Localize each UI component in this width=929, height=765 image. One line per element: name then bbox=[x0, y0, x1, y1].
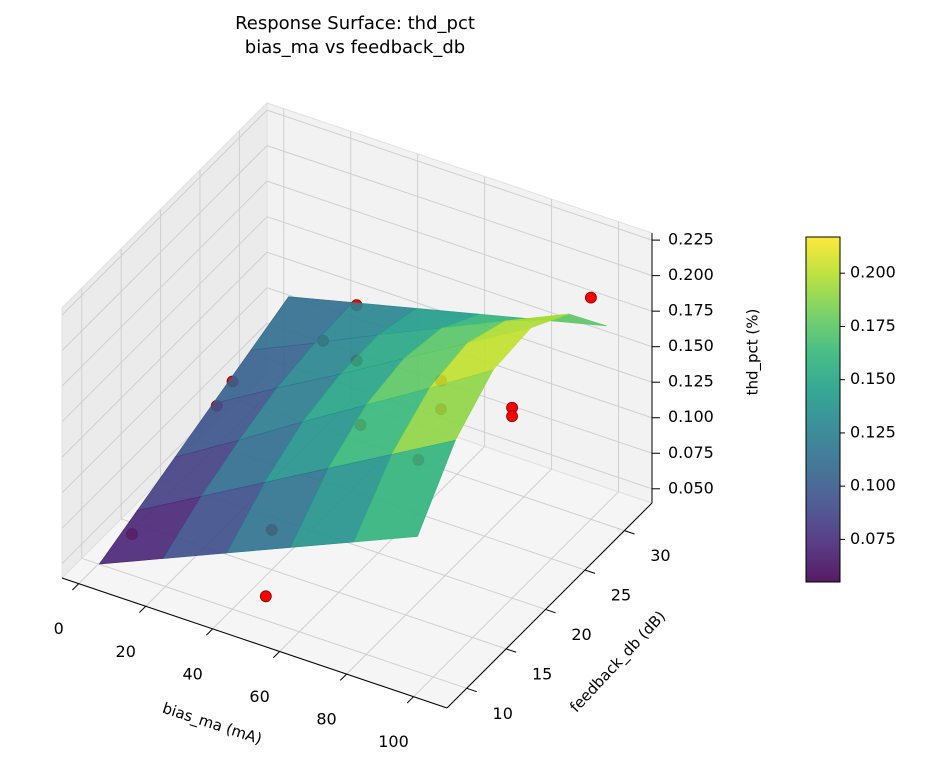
grid-line bbox=[266, 180, 653, 312]
y-tick-label: 20 bbox=[571, 625, 591, 644]
surface-patch bbox=[353, 439, 456, 543]
y-tick bbox=[466, 687, 477, 693]
grid-line bbox=[346, 468, 552, 675]
grid-line bbox=[61, 216, 268, 423]
grid-line bbox=[279, 446, 485, 652]
z-tick-label: 0.100 bbox=[668, 407, 714, 426]
y-tick-label: 10 bbox=[493, 704, 513, 723]
y-tick bbox=[624, 530, 635, 535]
colorbar-tick-label: 0.125 bbox=[850, 422, 896, 441]
grid-line bbox=[413, 491, 619, 698]
z-tick-label: 0.150 bbox=[668, 336, 714, 355]
grid-line bbox=[81, 557, 467, 689]
x-axis-label: bias_ma (mA) bbox=[160, 699, 264, 749]
y-tick-label: 30 bbox=[650, 546, 670, 565]
grid-line bbox=[266, 145, 653, 277]
colorbar-tick-label: 0.150 bbox=[850, 369, 896, 388]
colorbar-tick-label: 0.175 bbox=[850, 316, 896, 335]
z-axis-label: thd_pct (%) bbox=[744, 309, 763, 396]
x-tick-label: 100 bbox=[378, 732, 409, 751]
x-tick bbox=[406, 696, 414, 704]
grid-line bbox=[61, 251, 268, 458]
colorbar-tick-label: 0.075 bbox=[850, 529, 896, 548]
axes: 0 20 40 60 80 100 10 15 20 25 30 0.050 0.075 0.100 0.1… bbox=[54, 230, 714, 752]
z-tick-label: 0.175 bbox=[668, 301, 714, 320]
data-point bbox=[506, 410, 518, 423]
y-tick-label: 25 bbox=[611, 586, 631, 605]
x-tick-label: 20 bbox=[116, 642, 136, 661]
z-tick-label: 0.225 bbox=[668, 230, 714, 249]
axis-line bbox=[446, 502, 653, 709]
y-tick bbox=[505, 648, 517, 653]
grid-line bbox=[61, 145, 268, 351]
colorbar-scale bbox=[805, 236, 841, 583]
x-tick-label: 0 bbox=[54, 619, 64, 638]
z-tick-label: 0.050 bbox=[668, 478, 714, 497]
y-axis-label: feedback_db (dB) bbox=[566, 607, 670, 716]
data-point bbox=[585, 291, 597, 304]
y-tick bbox=[584, 569, 596, 574]
x-tick-label: 80 bbox=[316, 710, 336, 729]
surface bbox=[98, 296, 607, 565]
grid-line bbox=[61, 287, 268, 494]
x-tick bbox=[139, 605, 147, 613]
x-tick bbox=[339, 673, 347, 681]
z-tick-label: 0.125 bbox=[668, 372, 714, 391]
z-tick-label: 0.075 bbox=[668, 443, 714, 462]
x-tick bbox=[272, 651, 280, 659]
grid-line bbox=[266, 109, 653, 241]
axis-line bbox=[61, 577, 448, 709]
grid-line bbox=[61, 109, 268, 316]
y-tick-label: 15 bbox=[532, 664, 552, 683]
colorbar-tick-label: 0.200 bbox=[850, 263, 896, 282]
x-tick bbox=[205, 628, 214, 636]
data-point bbox=[259, 590, 272, 603]
chart-title: Response Surface: thd_pct bias_ma vs fee… bbox=[235, 13, 475, 58]
y-tick bbox=[545, 608, 556, 614]
colorbar-tick-label: 0.100 bbox=[850, 476, 896, 495]
grid-line bbox=[61, 322, 268, 529]
grid-line bbox=[61, 180, 268, 387]
grid-line bbox=[266, 216, 653, 348]
colorbar: 0.075 0.100 0.125 0.150 0.175 0.200 bbox=[805, 236, 896, 583]
x-tick bbox=[72, 583, 80, 591]
x-tick-label: 60 bbox=[249, 687, 269, 706]
x-tick-label: 40 bbox=[182, 664, 202, 683]
z-tick-label: 0.200 bbox=[668, 265, 714, 284]
